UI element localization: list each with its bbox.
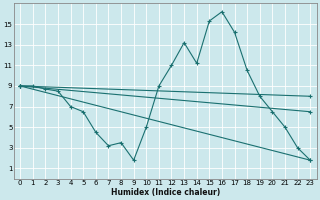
X-axis label: Humidex (Indice chaleur): Humidex (Indice chaleur) — [111, 188, 220, 197]
